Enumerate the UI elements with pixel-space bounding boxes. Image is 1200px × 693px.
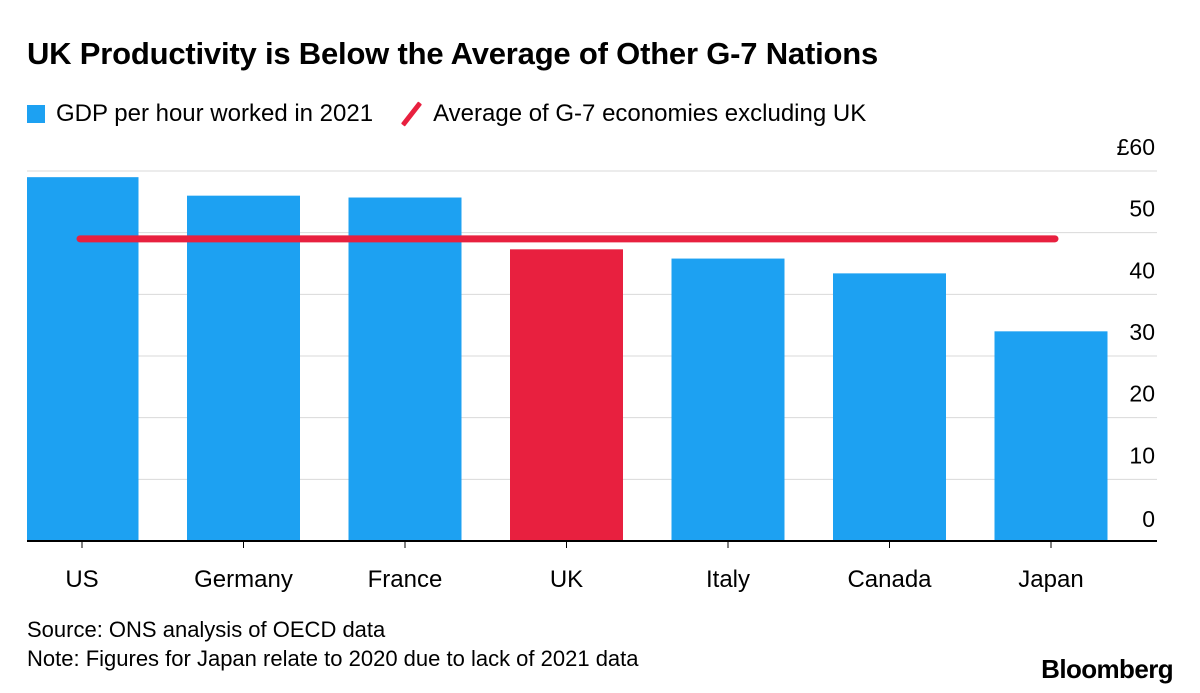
brand-logo: Bloomberg <box>1041 654 1173 684</box>
chart-title: UK Productivity is Below the Average of … <box>27 36 879 71</box>
bar-canada <box>833 273 946 541</box>
x-tick-label: US <box>65 566 98 593</box>
y-tick-label: 30 <box>1129 319 1155 345</box>
bar-uk <box>510 249 623 542</box>
legend-item-gdp: GDP per hour worked in 2021 <box>27 100 373 128</box>
x-tick-label: France <box>368 566 443 593</box>
legend-swatch-bar <box>27 105 45 123</box>
bar-us <box>27 177 139 541</box>
bar-germany <box>187 195 300 541</box>
y-tick-label: 50 <box>1129 196 1155 222</box>
y-tick-label: £60 <box>1117 134 1155 160</box>
y-tick-label: 10 <box>1129 442 1155 468</box>
x-tick-label: Italy <box>706 566 750 593</box>
y-tick-label: 0 <box>1142 506 1155 532</box>
bar-italy <box>671 258 785 541</box>
x-tick-label: Germany <box>194 566 293 593</box>
legend-label-gdp: GDP per hour worked in 2021 <box>56 100 374 127</box>
y-tick-label: 20 <box>1129 381 1155 407</box>
chart-legend: GDP per hour worked in 2021 Average of G… <box>27 98 866 130</box>
y-tick-label: 40 <box>1129 257 1155 283</box>
source-note: Source: ONS analysis of OECD data <box>27 617 386 642</box>
bar-japan <box>994 331 1108 541</box>
legend-label-average: Average of G-7 economies excluding UK <box>433 100 867 127</box>
x-tick-label: UK <box>550 566 583 593</box>
legend-item-average: Average of G-7 economies excluding UK <box>401 100 866 128</box>
x-tick-label: Canada <box>847 566 932 593</box>
x-tick-label: Japan <box>1018 566 1083 593</box>
footnote: Note: Figures for Japan relate to 2020 d… <box>27 646 639 671</box>
bar-france <box>348 197 462 541</box>
